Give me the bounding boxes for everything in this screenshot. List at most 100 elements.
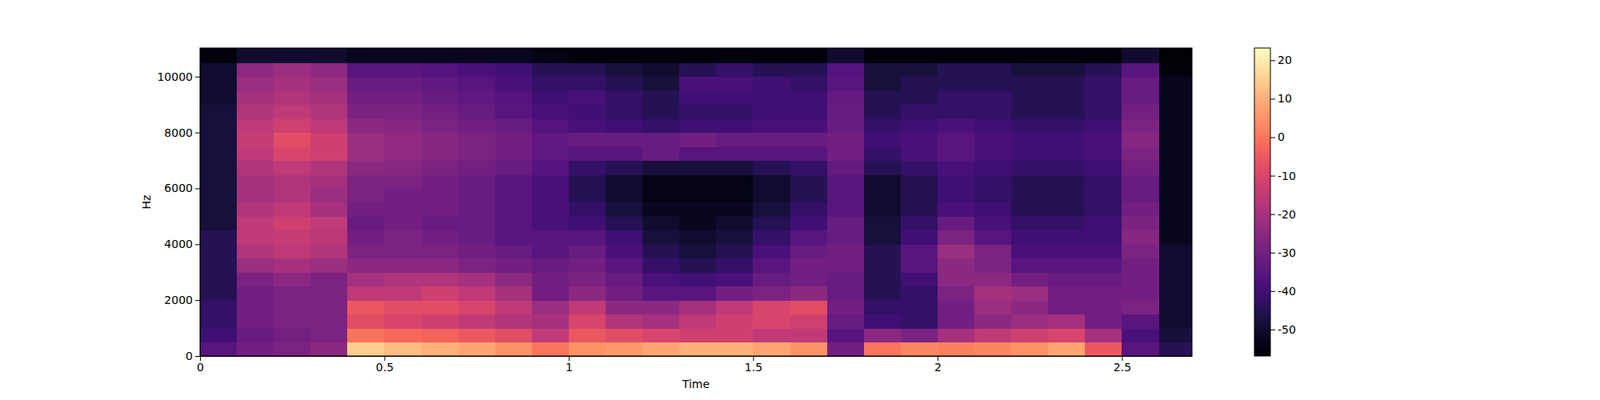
cell — [1048, 272, 1086, 287]
cell — [937, 76, 976, 92]
cell — [1121, 258, 1160, 273]
cell — [605, 314, 644, 329]
cell — [310, 62, 348, 77]
cell — [1159, 328, 1192, 343]
tick-label: 2000 — [164, 293, 193, 307]
tick-label: 0 — [185, 349, 193, 363]
cell — [347, 62, 385, 77]
cell — [827, 230, 865, 245]
cell — [310, 76, 348, 92]
cell — [974, 76, 1012, 92]
cell — [1011, 244, 1049, 259]
cell — [716, 62, 754, 77]
cell — [827, 160, 865, 176]
cell — [605, 216, 644, 231]
cell — [937, 314, 976, 329]
cell — [974, 216, 1012, 231]
cell — [532, 90, 570, 105]
cell — [1011, 160, 1049, 176]
cell — [790, 258, 828, 273]
cell — [532, 216, 570, 231]
cell — [458, 202, 496, 217]
cell — [1084, 76, 1123, 92]
tick-label: 1 — [565, 360, 573, 374]
cell — [568, 286, 607, 301]
cell — [1159, 258, 1192, 273]
cell — [458, 188, 496, 203]
cell — [273, 132, 312, 148]
cell — [679, 230, 717, 245]
cell — [790, 272, 828, 287]
cell — [1011, 314, 1049, 329]
cell — [421, 258, 460, 273]
cell — [679, 216, 717, 231]
cell — [605, 286, 644, 301]
cell — [1011, 132, 1049, 148]
cell — [1048, 286, 1086, 301]
cell — [605, 118, 644, 133]
cell — [568, 272, 607, 287]
cell — [679, 48, 717, 64]
cell — [679, 146, 717, 161]
cell — [384, 146, 422, 161]
cell — [605, 300, 644, 315]
cell — [1084, 48, 1123, 64]
cell — [937, 118, 976, 133]
cell — [273, 286, 312, 301]
cell — [568, 132, 607, 148]
cell — [347, 146, 385, 161]
cell — [236, 76, 275, 92]
tick: 1.5 — [744, 356, 763, 374]
cell — [1121, 146, 1160, 161]
cell — [864, 342, 902, 356]
cell — [1011, 216, 1049, 231]
cell — [716, 160, 754, 176]
cell — [458, 342, 496, 356]
cell — [532, 76, 570, 92]
cell — [384, 272, 422, 287]
cell — [421, 48, 460, 64]
cell — [1011, 272, 1049, 287]
cell — [790, 300, 828, 315]
tick-mark — [195, 188, 200, 189]
cell — [642, 272, 680, 287]
cell — [495, 160, 533, 176]
tick: 4000 — [164, 237, 200, 251]
tick: 10 — [1270, 92, 1292, 105]
x-axis-title: Time — [681, 377, 710, 391]
cell — [310, 272, 348, 287]
cell — [642, 160, 680, 176]
cell — [864, 48, 902, 64]
cell — [900, 244, 939, 259]
cell — [679, 202, 717, 217]
cell — [310, 118, 348, 133]
tick-label: -30 — [1277, 246, 1296, 260]
cell — [642, 104, 680, 120]
tick-label: 2 — [934, 360, 942, 374]
cell — [716, 132, 754, 148]
cell — [900, 314, 939, 329]
cell — [605, 342, 644, 356]
cell — [752, 146, 791, 161]
cell — [642, 62, 680, 77]
cell — [310, 286, 348, 301]
cell — [495, 258, 533, 273]
cell — [1011, 286, 1049, 301]
cell — [1121, 286, 1160, 301]
cell — [1011, 300, 1049, 315]
tick-mark — [1270, 98, 1276, 100]
cell — [1048, 258, 1086, 273]
cell — [1048, 244, 1086, 259]
cell — [937, 300, 976, 315]
cell — [642, 146, 680, 161]
cell — [1048, 342, 1086, 356]
cell — [421, 244, 460, 259]
tick-mark — [1270, 214, 1276, 216]
cell — [974, 258, 1012, 273]
cell — [716, 202, 754, 217]
cell — [347, 244, 385, 259]
cell — [790, 62, 828, 77]
cell — [273, 258, 312, 273]
cell — [1084, 188, 1123, 203]
cell — [790, 48, 828, 64]
